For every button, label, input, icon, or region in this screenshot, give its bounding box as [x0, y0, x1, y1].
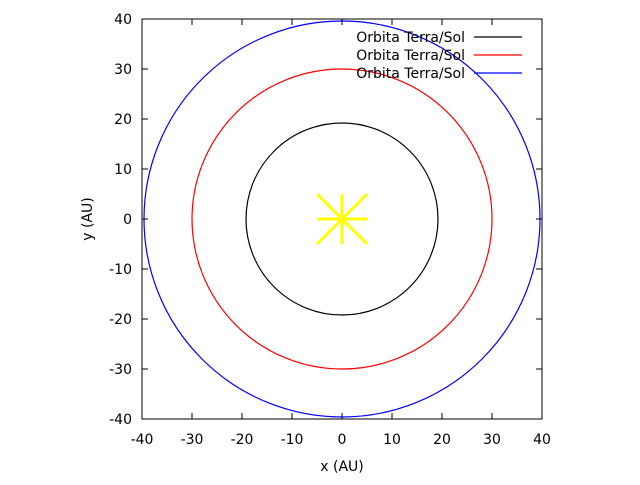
y-axis-label: y (AU): [80, 197, 96, 240]
x-tick-label-6: 20: [433, 432, 451, 448]
x-tick-label-0: -40: [131, 432, 154, 448]
x-tick-label-7: 30: [483, 432, 501, 448]
y-tick-label-4: 0: [123, 212, 132, 228]
y-tick-label-2: -20: [109, 312, 132, 328]
sun-marker-stroke-3: [315, 192, 369, 246]
sun-marker-group: [315, 192, 369, 246]
y-tick-label-7: 30: [114, 62, 132, 78]
orbit-series-0: [245, 122, 439, 316]
axis-ticks-group: [141, 18, 543, 420]
x-tick-label-4: 0: [338, 432, 347, 448]
x-tick-label-2: -20: [231, 432, 254, 448]
y-tick-label-1: -30: [109, 362, 132, 378]
y-tick-label-3: -10: [109, 262, 132, 278]
y-tick-label-0: -40: [109, 412, 132, 428]
tick-labels-group: -40 -30 -20 -10 0 10 20 30 40 -40 -30 -20 -10 0 10 20 30…: [109, 12, 551, 448]
x-axis-label: x (AU): [320, 459, 363, 475]
x-tick-label-1: -30: [181, 432, 204, 448]
x-tick-label-8: 40: [533, 432, 551, 448]
x-tick-label-3: -10: [281, 432, 304, 448]
legend-label-2: Orbita Terra/Sol: [356, 66, 465, 82]
x-tick-label-5: 10: [383, 432, 401, 448]
y-tick-label-8: 40: [114, 12, 132, 28]
legend-label-0: Orbita Terra/Sol: [356, 30, 465, 46]
y-tick-label-6: 20: [114, 112, 132, 128]
orbit-series-1: [191, 68, 493, 370]
legend-label-1: Orbita Terra/Sol: [356, 48, 465, 64]
legend: Orbita Terra/Sol Orbita Terra/Sol Orbita T…: [356, 30, 522, 82]
y-tick-label-5: 10: [114, 162, 132, 178]
